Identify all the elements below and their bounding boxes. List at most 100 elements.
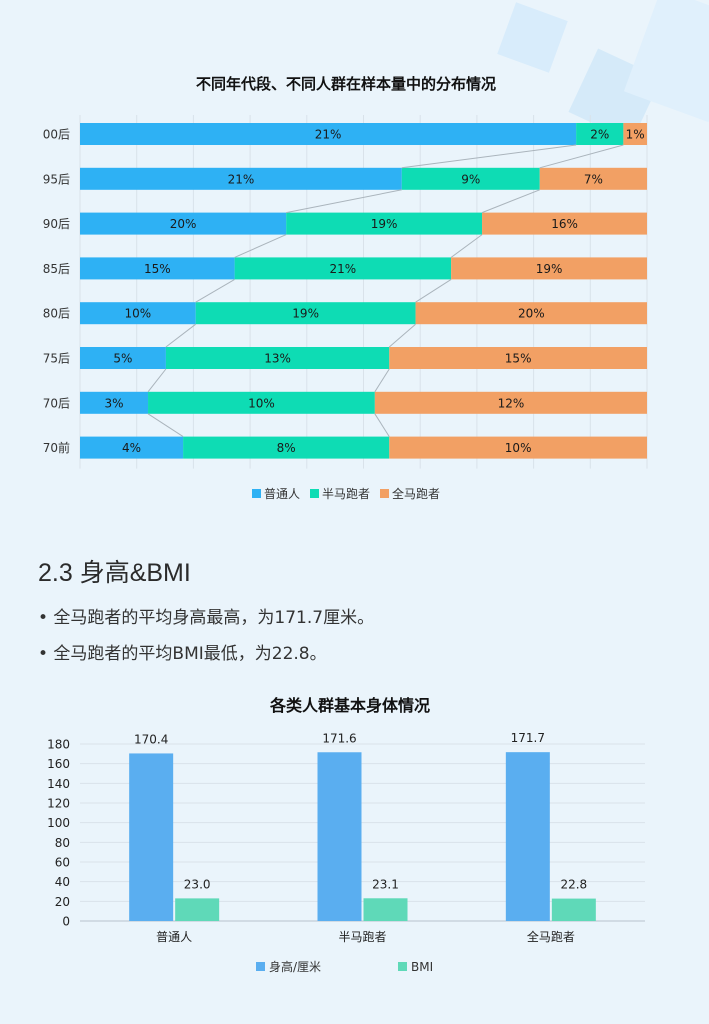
connector-line [147,368,167,393]
legend-swatch [256,962,265,971]
section-title: 2.3 身高&BMI [38,559,191,587]
data-label: 21% [228,172,255,186]
body-stats-chart: 各类人群基本身体情况 0 20 40 60 80 100 120 140 160 180 170.4 2… [47,696,645,974]
data-label: 15% [505,352,532,366]
y-tick-label: 180 [47,738,70,752]
data-label: 19% [536,262,563,276]
bar [129,753,174,921]
data-label: 3% [104,396,123,410]
data-label: 10% [505,441,532,455]
bar-segment [80,347,166,369]
category-label: 00后 [43,128,70,142]
legend-label: BMI [411,960,433,974]
data-label: 10% [248,396,275,410]
connector-line [481,189,540,214]
data-label: 10% [125,307,152,321]
bullet-text: • 全马跑者的平均BMI最低，为22.8。 [38,644,327,664]
data-label: 21% [315,128,342,142]
bar-segment [401,167,540,190]
data-label: 171.6 [322,731,356,745]
connector-line [388,323,416,348]
y-tick-label: 0 [62,915,70,929]
bar-segment [80,391,149,414]
connector-line [165,323,197,348]
bar [363,898,408,921]
bar-segment [576,123,624,145]
y-tick-label: 160 [47,757,70,771]
y-tick-label: 40 [55,875,70,889]
category-label: 90后 [43,217,70,231]
data-label: 20% [170,217,197,231]
x-tick-label: 普通人 [156,930,192,944]
bar [317,752,362,921]
legend-swatch [252,489,261,498]
y-tick-label: 20 [55,895,70,909]
bar [551,898,596,921]
data-label: 15% [144,262,171,276]
connector-line [415,278,452,303]
category-label: 95后 [43,172,70,186]
data-label: 19% [292,307,319,321]
data-label: 2% [590,128,609,142]
bar-segment [389,347,647,369]
category-label: 70前 [43,440,70,455]
chart-title: 不同年代段、不同人群在样本量中的分布情况 [196,75,496,93]
connector-line [401,144,577,169]
category-label: 80后 [43,307,70,321]
data-label: 5% [113,352,132,366]
bar-segment [374,391,647,414]
bar-segment [80,123,577,145]
data-label: 9% [461,172,480,186]
data-label: 4% [122,441,141,455]
category-label: 70后 [43,396,70,410]
data-label: 1% [626,128,645,142]
bar-segment [234,257,452,280]
y-tick-label: 120 [47,797,70,811]
chart-title: 各类人群基本身体情况 [269,696,430,715]
data-label: 171.7 [511,731,545,745]
y-tick-label: 140 [47,777,70,791]
bar-segment [539,167,647,190]
legend-swatch [398,962,407,971]
bar-segment [195,302,416,325]
connector-line [374,368,390,393]
data-label: 23.0 [184,877,211,891]
bar-segment [451,257,647,280]
data-label: 22.8 [560,878,587,892]
data-label: 8% [277,441,296,455]
bar-segment [80,302,196,325]
data-label: 16% [551,217,578,231]
connector-line [286,189,402,214]
bar-segment [80,257,235,280]
bar-segment [80,436,184,459]
bar-segment [80,167,402,190]
data-label: 170.4 [134,732,168,746]
data-label: 19% [371,217,398,231]
data-label: 20% [518,307,545,321]
bar-segment [165,347,390,369]
bar-segment [286,212,483,235]
connector-line [374,413,390,437]
x-tick-label: 半马跑者 [338,930,386,944]
bar [505,752,550,921]
bar-segment [148,391,375,414]
connector-line [195,278,235,303]
bar [175,898,220,921]
stacked-distribution-chart: 不同年代段、不同人群在样本量中的分布情况 21% 2% 1% 00后 21% 9% 7% 95后… [43,75,648,501]
legend-swatch [310,489,319,498]
bar-segment [415,302,647,325]
y-tick-label: 80 [55,836,70,850]
legend-label: 半马跑者 [322,487,370,501]
bar-segment [183,436,390,459]
data-label: 23.1 [372,877,399,891]
y-tick-label: 100 [47,816,70,830]
data-label: 13% [264,352,291,366]
bar-segment [623,123,647,145]
bar-segment [482,212,647,235]
data-label: 21% [330,262,357,276]
legend-label: 普通人 [264,487,300,501]
connector-line [450,234,483,258]
connector-line [234,234,287,258]
connector-line [147,413,184,438]
bar-segment [389,436,647,459]
